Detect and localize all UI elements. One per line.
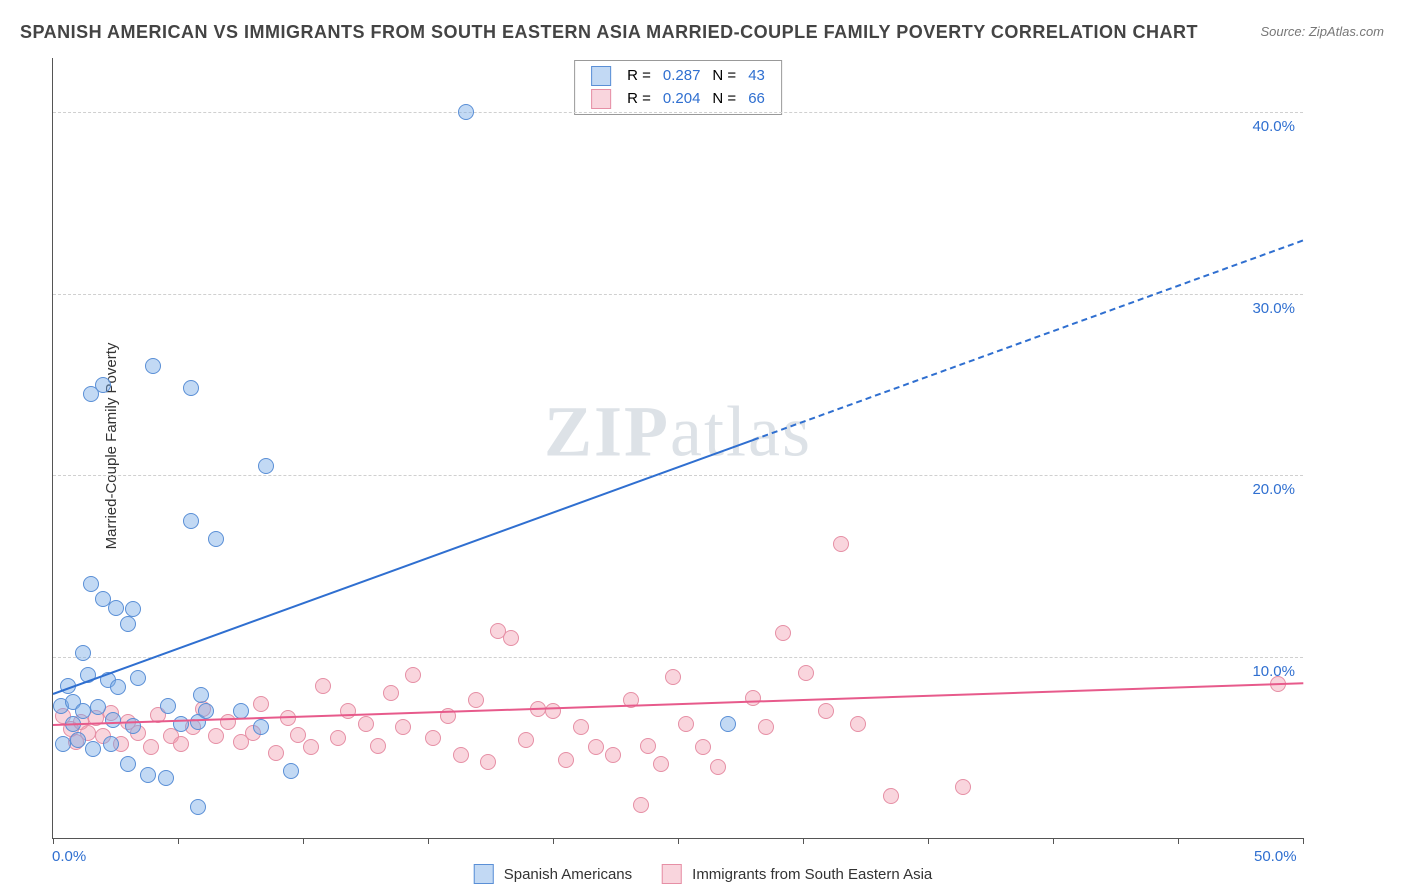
scatter-point-series2 <box>745 690 761 706</box>
scatter-point-series1 <box>55 736 71 752</box>
scatter-point-series2 <box>653 756 669 772</box>
scatter-point-series2 <box>955 779 971 795</box>
scatter-point-series1 <box>120 616 136 632</box>
stats-n-value-2: 66 <box>742 88 771 111</box>
legend-label-series2: Immigrants from South Eastern Asia <box>692 866 932 883</box>
scatter-point-series1 <box>253 719 269 735</box>
scatter-point-series1 <box>105 712 121 728</box>
scatter-point-series1 <box>85 741 101 757</box>
scatter-point-series1 <box>158 770 174 786</box>
scatter-point-series1 <box>90 699 106 715</box>
scatter-point-series2 <box>253 696 269 712</box>
legend-bottom: Spanish Americans Immigrants from South … <box>474 864 933 884</box>
scatter-point-series2 <box>503 630 519 646</box>
scatter-point-series2 <box>678 716 694 732</box>
legend-swatch-series2-b <box>662 864 682 884</box>
scatter-point-series2 <box>518 732 534 748</box>
trendline-series1-extrapolated <box>753 239 1304 440</box>
scatter-point-series1 <box>110 679 126 695</box>
scatter-point-series1 <box>83 386 99 402</box>
scatter-point-series1 <box>70 732 86 748</box>
scatter-point-series2 <box>340 703 356 719</box>
scatter-point-series2 <box>405 667 421 683</box>
stats-r-value-1: 0.287 <box>657 65 707 88</box>
scatter-point-series2 <box>850 716 866 732</box>
scatter-point-series1 <box>75 645 91 661</box>
scatter-point-series1 <box>160 698 176 714</box>
scatter-point-series2 <box>383 685 399 701</box>
chart-title: SPANISH AMERICAN VS IMMIGRANTS FROM SOUT… <box>20 22 1198 43</box>
scatter-point-series1 <box>130 670 146 686</box>
scatter-point-series2 <box>883 788 899 804</box>
scatter-point-series1 <box>83 576 99 592</box>
scatter-point-series2 <box>395 719 411 735</box>
legend-swatch-series1 <box>591 66 611 86</box>
scatter-point-series2 <box>640 738 656 754</box>
scatter-point-series2 <box>268 745 284 761</box>
y-tick-label: 20.0% <box>1252 481 1295 498</box>
x-axis-min-label: 0.0% <box>52 848 86 865</box>
y-tick-label: 40.0% <box>1252 118 1295 135</box>
scatter-point-series2 <box>330 730 346 746</box>
scatter-point-series2 <box>370 738 386 754</box>
scatter-point-series1 <box>258 458 274 474</box>
scatter-point-series1 <box>198 703 214 719</box>
scatter-point-series1 <box>183 380 199 396</box>
legend-label-series1: Spanish Americans <box>504 866 632 883</box>
scatter-point-series2 <box>665 669 681 685</box>
scatter-point-series2 <box>303 739 319 755</box>
scatter-point-series2 <box>290 727 306 743</box>
scatter-point-series2 <box>143 739 159 755</box>
scatter-point-series1 <box>193 687 209 703</box>
scatter-point-series2 <box>633 797 649 813</box>
plot-area: ZIPatlas R = 0.287 N = 43 R = 0.204 N = … <box>52 58 1303 839</box>
scatter-point-series2 <box>605 747 621 763</box>
scatter-point-series2 <box>573 719 589 735</box>
scatter-point-series2 <box>358 716 374 732</box>
scatter-point-series2 <box>558 752 574 768</box>
scatter-point-series1 <box>283 763 299 779</box>
legend-swatch-series2 <box>591 89 611 109</box>
scatter-point-series2 <box>468 692 484 708</box>
scatter-point-series2 <box>545 703 561 719</box>
scatter-point-series2 <box>208 728 224 744</box>
scatter-point-series2 <box>798 665 814 681</box>
scatter-point-series1 <box>208 531 224 547</box>
scatter-point-series2 <box>775 625 791 641</box>
scatter-point-series2 <box>480 754 496 770</box>
scatter-point-series1 <box>140 767 156 783</box>
x-axis-max-label: 50.0% <box>1254 848 1297 865</box>
source-label: Source: ZipAtlas.com <box>1260 24 1384 39</box>
scatter-point-series2 <box>588 739 604 755</box>
stats-r-label-2: R = <box>621 88 657 111</box>
scatter-point-series2 <box>173 736 189 752</box>
scatter-point-series1 <box>173 716 189 732</box>
stats-r-value-2: 0.204 <box>657 88 707 111</box>
scatter-point-series1 <box>458 104 474 120</box>
scatter-point-series1 <box>103 736 119 752</box>
legend-swatch-series1-b <box>474 864 494 884</box>
scatter-point-series2 <box>833 536 849 552</box>
scatter-point-series2 <box>710 759 726 775</box>
scatter-point-series2 <box>315 678 331 694</box>
scatter-point-series1 <box>120 756 136 772</box>
scatter-point-series1 <box>145 358 161 374</box>
stats-n-label-2: N = <box>706 88 742 111</box>
scatter-point-series2 <box>695 739 711 755</box>
scatter-point-series1 <box>108 600 124 616</box>
stats-n-label-1: N = <box>706 65 742 88</box>
scatter-point-series1 <box>183 513 199 529</box>
scatter-point-series1 <box>125 718 141 734</box>
scatter-point-series2 <box>758 719 774 735</box>
y-tick-label: 30.0% <box>1252 300 1295 317</box>
scatter-point-series1 <box>720 716 736 732</box>
stats-n-value-1: 43 <box>742 65 771 88</box>
scatter-point-series2 <box>818 703 834 719</box>
stats-r-label-1: R = <box>621 65 657 88</box>
scatter-point-series2 <box>425 730 441 746</box>
scatter-point-series1 <box>190 799 206 815</box>
scatter-point-series2 <box>453 747 469 763</box>
stats-legend-box: R = 0.287 N = 43 R = 0.204 N = 66 <box>574 60 782 115</box>
